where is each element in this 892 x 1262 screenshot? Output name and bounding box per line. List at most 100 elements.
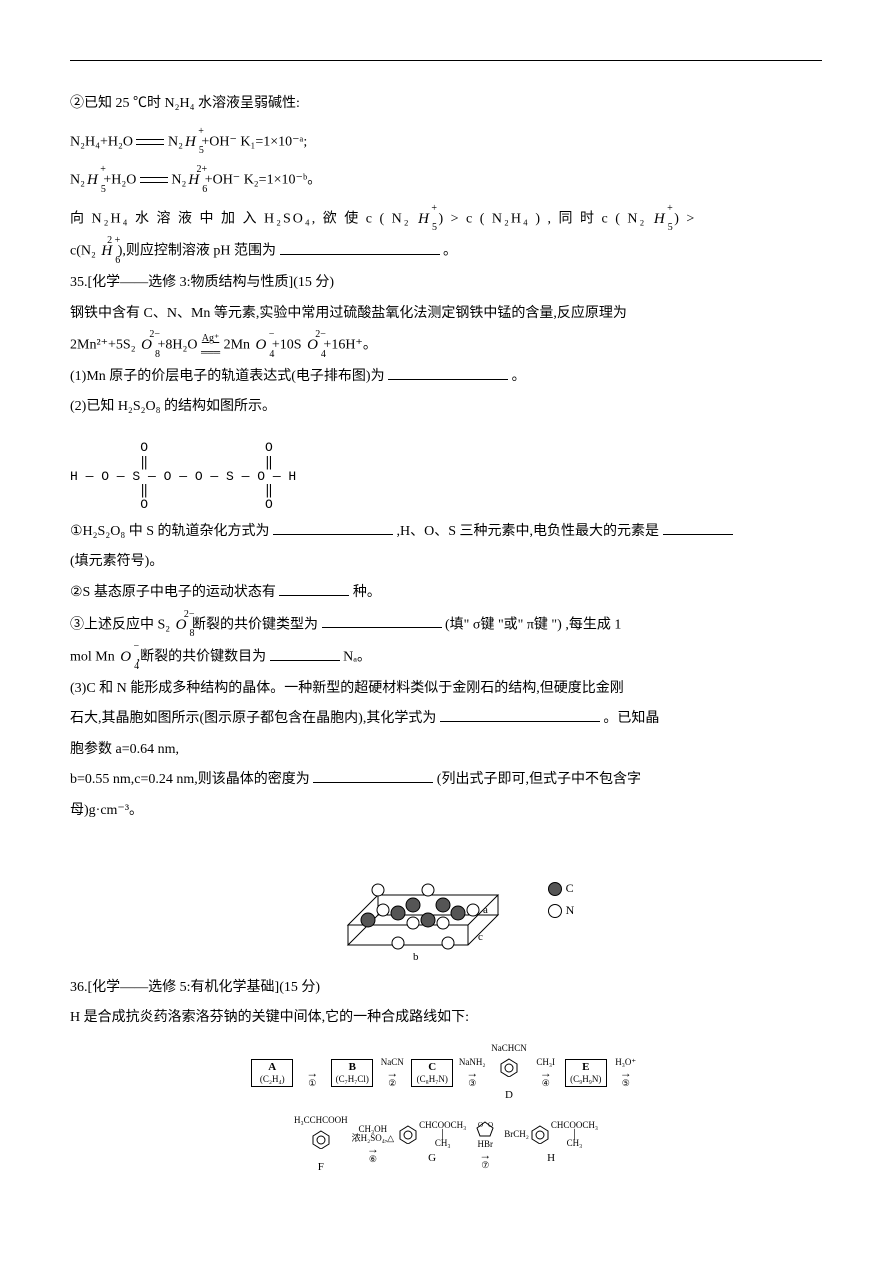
line-3: 向 N₂H₄ 水 溶 液 中 加 入 H₂SO₄, 欲 使 c ( N₂ H+5… xyxy=(70,205,822,234)
l3a: 向 N₂H₄ 水 溶 液 中 加 入 H₂SO₄, 欲 使 c ( N₂ xyxy=(70,211,411,226)
compound-h: BrCH₂ CHCOOCH₃│CH₃ H xyxy=(504,1121,598,1169)
catalyst-label: Ag⁺ xyxy=(202,333,220,344)
q35-intro: 钢铁中含有 C、N、Mn 等元素,实验中常用过硫酸盐氧化法测定钢铁中锰的含量,反… xyxy=(70,301,822,328)
arrow-2: NaCN→② xyxy=(377,1058,407,1088)
q35-eq-e: +16H⁺。 xyxy=(323,338,376,353)
blank-formula xyxy=(440,707,600,722)
species-mno4: O−4 xyxy=(256,331,267,360)
crystal-cell-svg: a c b xyxy=(318,835,518,965)
arrow-6: CH₃OH浓H₂SO₄,△→⑥ xyxy=(352,1125,394,1164)
struct-row3: H — O — S — O — O — S — O — H xyxy=(70,469,296,484)
blank-hybrid xyxy=(273,520,393,535)
species-n2h5p-prefix2: N₂ xyxy=(70,173,85,188)
legend-c-label: C xyxy=(566,881,574,895)
species-n2h5p-2: H+5 xyxy=(87,166,98,195)
q35-eq-a: 2Mn²⁺+5S₂ xyxy=(70,338,136,353)
box-c: C(C₈H₇N) xyxy=(411,1059,453,1087)
benzene-icon-f xyxy=(311,1129,331,1149)
equation-k2: N₂H+5 +H₂O N₂H2+6 +OH⁻ K₂=1×10⁻ᵇ。 xyxy=(70,166,822,195)
arrow-7: OO HBr→⑦ xyxy=(470,1120,500,1170)
synth-row-1: A(C₂H₄) →① B(C₇H₇Cl) NaCN→② C(C₈H₇N) NaN… xyxy=(251,1040,641,1106)
q35-3b: 石大,其晶胞如图所示(图示原子都包含在晶胞内),其化学式为 。已知晶 xyxy=(70,706,822,733)
species-n2h62p-prefix: N₂ xyxy=(171,173,186,188)
q35-2-3b: 断裂的共价键类型为 xyxy=(192,617,318,632)
equilibrium-arrow-icon-2 xyxy=(140,175,168,185)
q36-intro: H 是合成抗炎药洛索洛芬钠的关键中间体,它的一种合成路线如下: xyxy=(70,1005,822,1032)
q35-eq-c: 2Mn xyxy=(224,338,250,353)
benzene-icon-g xyxy=(398,1124,418,1144)
cell-label-b: b xyxy=(413,951,419,963)
struct-row4: ‖ ‖ xyxy=(70,483,273,498)
species-n2h62p-2: H2 +6 xyxy=(101,237,112,266)
blank-orbital xyxy=(388,365,508,380)
benzene-icon-h xyxy=(530,1124,550,1144)
svg-text:O: O xyxy=(488,1121,493,1129)
l3b: ) > c ( N₂H₄ ) , 同 时 c ( N₂ xyxy=(438,211,646,226)
q35-2-1a: ①H₂S₂O₈ 中 S 的轨道杂化方式为 xyxy=(70,524,270,539)
cell-label-c: c xyxy=(478,931,483,943)
dioxolane-icon: OO xyxy=(473,1120,497,1140)
species-n2h5p: H+5 xyxy=(185,128,196,157)
legend-dot-c xyxy=(548,882,562,896)
page-top-rule xyxy=(70,60,822,61)
g-label: G xyxy=(398,1148,466,1169)
q35-eq-b: +8H₂O xyxy=(157,338,197,353)
synthesis-scheme: A(C₂H₄) →① B(C₇H₇Cl) NaCN→② C(C₈H₇N) NaN… xyxy=(70,1040,822,1178)
blank-states xyxy=(279,581,349,596)
species-s2o8: O2−8 xyxy=(141,331,152,360)
q35-2-4b: ,断裂的共价键数目为 xyxy=(137,650,267,665)
q35-2-2b: 种。 xyxy=(353,585,381,600)
svg-text:O: O xyxy=(478,1121,483,1129)
box-a: A(C₂H₄) xyxy=(251,1059,293,1087)
l3c: ) > xyxy=(674,211,696,226)
eq2-mid: +H₂O xyxy=(103,173,136,188)
struct-row1: O O xyxy=(70,440,273,455)
q35-2-3: ③上述反应中 S₂ O2−8 断裂的共价键类型为 (填" σ键 "或" π键 "… xyxy=(70,611,822,640)
blank-density xyxy=(313,768,433,783)
q35-2-1c: (填元素符号)。 xyxy=(70,549,822,576)
l4c: 。 xyxy=(443,244,457,259)
species-s2o8-2: O2−8 xyxy=(176,611,187,640)
q35-3d: 胞参数 a=0.64 nm, xyxy=(70,737,822,764)
d-top: NaCHCN xyxy=(491,1040,527,1057)
q35-2-1b: ,H、O、S 三种元素中,电负性最大的元素是 xyxy=(397,524,660,539)
blank-bondtype xyxy=(322,613,442,628)
q35-2-4c: Nₐ。 xyxy=(343,650,371,665)
crystal-legend: C N xyxy=(548,878,575,921)
q35-3b-text: 石大,其晶胞如图所示(图示原子都包含在晶胞内),其化学式为 xyxy=(70,711,436,726)
compound-g: CHCOOCH₃│CH₃ G xyxy=(398,1121,466,1169)
box-e: E(C₉H₉N) xyxy=(565,1059,607,1087)
equation-k1: N₂H₄+H₂O N₂H+5 +OH⁻ K₁=1×10⁻ᵃ; xyxy=(70,128,822,157)
q35-3e: b=0.55 nm,c=0.24 nm,则该晶体的密度为 (列出式子即可,但式子… xyxy=(70,767,822,794)
crystal-figure-row: a c b C N xyxy=(70,835,822,965)
q35-eq-d: +10S xyxy=(272,338,302,353)
q35-3c: 。已知晶 xyxy=(603,711,659,726)
line-1: ②已知 25 ℃时 N₂H₄ 水溶液呈弱碱性: xyxy=(70,91,822,118)
l4b: ),则应控制溶液 pH 范围为 xyxy=(118,244,276,259)
q35-1: (1)Mn 原子的价层电子的轨道表达式(电子排布图)为 。 xyxy=(70,364,822,391)
blank-bondcount xyxy=(270,646,340,661)
q35-2-4: mol Mn O−4 ,断裂的共价键数目为 Nₐ。 xyxy=(70,643,822,672)
arrow-1: →① xyxy=(297,1058,327,1088)
arrow-5: H₃O⁺→⑤ xyxy=(611,1058,641,1088)
equilibrium-arrow-icon xyxy=(136,137,164,147)
legend-dot-n xyxy=(548,904,562,918)
compound-d: NaCHCN D xyxy=(491,1040,527,1106)
q35-2-4a: mol Mn xyxy=(70,650,115,665)
species-n2h5p-4: H+5 xyxy=(654,205,667,234)
species-n2h5p-3: H+5 xyxy=(418,205,431,234)
q35-3e-text: b=0.55 nm,c=0.24 nm,则该晶体的密度为 xyxy=(70,772,310,787)
line-4: c(N₂ H2 +6 ),则应控制溶液 pH 范围为 。 xyxy=(70,237,822,266)
synth-row-2: H₃CCHCOOH F CH₃OH浓H₂SO₄,△→⑥ CHCOOCH₃│CH₃… xyxy=(294,1112,598,1178)
compound-f: H₃CCHCOOH F xyxy=(294,1112,348,1178)
q35-2-3c: (填" σ键 "或" π键 ") ,每生成 1 xyxy=(445,617,621,632)
q35-1-text: (1)Mn 原子的价层电子的轨道表达式(电子排布图)为 xyxy=(70,369,385,384)
q35-2-2a: ②S 基态原子中电子的运动状态有 xyxy=(70,585,276,600)
catalyst-arrow: Ag⁺ ═══ xyxy=(201,331,220,359)
l4a: c(N₂ xyxy=(70,244,96,259)
species-n2h5p-prefix: N₂ xyxy=(168,134,183,149)
species-mno4-2: O−4 xyxy=(120,643,131,672)
arrow-3: NaNH₂→③ xyxy=(457,1058,487,1088)
legend-n-label: N xyxy=(566,903,575,917)
q35-1b: 。 xyxy=(512,369,526,384)
